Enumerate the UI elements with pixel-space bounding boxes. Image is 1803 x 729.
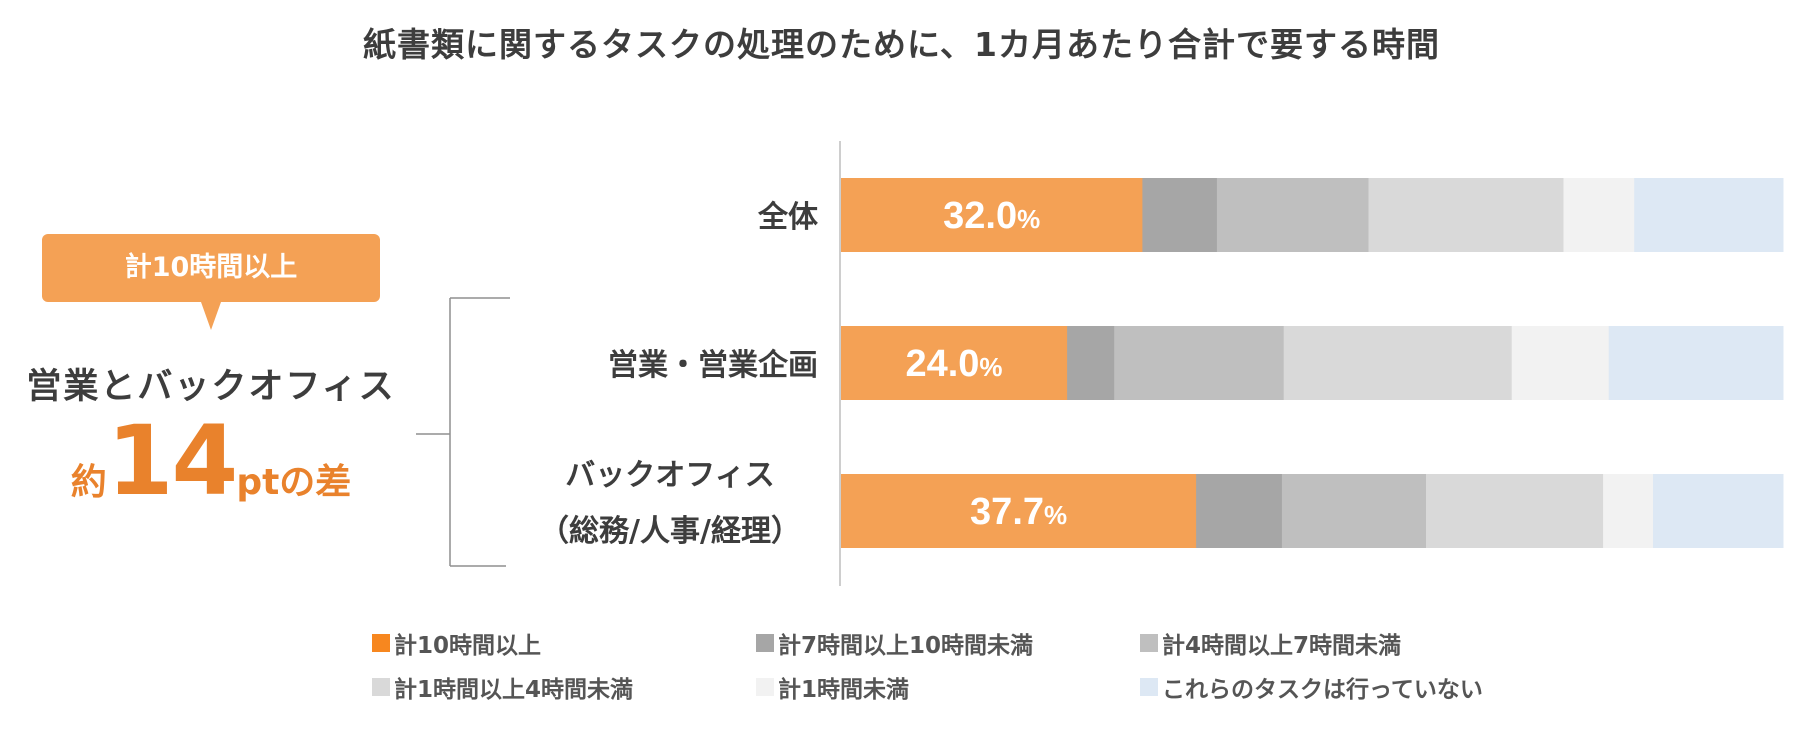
bar-segment-0-2 <box>1216 178 1370 252</box>
legend-swatch-3 <box>372 678 390 696</box>
bar-segment-1-0 <box>841 326 1068 400</box>
legend-swatch-0 <box>372 634 390 652</box>
legend-label-3: 計1時間以上4時間未満 <box>394 677 634 703</box>
bar-segment-0-4 <box>1563 178 1635 252</box>
bar-segment-2-4 <box>1603 474 1654 548</box>
bar-segment-0-3 <box>1368 178 1564 252</box>
comparison-group-label: 営業とバックオフィス <box>26 367 396 407</box>
legend-swatch-5 <box>1140 678 1158 696</box>
bar-segment-0-0 <box>841 178 1143 252</box>
legend-swatch-2 <box>1140 634 1158 652</box>
bar-segment-0-5 <box>1634 178 1784 252</box>
diff-unit: ptの差 <box>236 462 352 503</box>
category-label-backoffice-line2: （総務/人事/経理） <box>539 514 801 549</box>
legend-label-0: 計10時間以上 <box>394 633 542 659</box>
diff-prefix: 約 <box>70 462 107 503</box>
bar-segment-1-4 <box>1511 326 1610 400</box>
category-label-backoffice: バックオフィス （総務/人事/経理） <box>520 448 820 560</box>
bar-segment-2-0 <box>841 474 1197 548</box>
callout-box: 計10時間以上 <box>42 234 380 302</box>
legend-label-5: これらのタスクは行っていない <box>1162 677 1483 703</box>
group-bracket <box>416 297 510 567</box>
legend-label-1: 計7時間以上10時間未満 <box>778 633 1034 659</box>
legend-swatch-4 <box>756 678 774 696</box>
difference-annotation: 約14ptの差 <box>0 405 422 517</box>
category-label-backoffice-line1: バックオフィス <box>565 458 775 493</box>
data-label-0: 32.0% <box>943 195 1040 237</box>
legend-swatch-1 <box>756 634 774 652</box>
bar-segment-1-1 <box>1067 326 1115 400</box>
data-label-2: 37.7% <box>970 491 1067 533</box>
category-label-all: 全体 <box>758 200 818 235</box>
legend-label-4: 計1時間未満 <box>778 677 910 703</box>
legend-item-4: 計1時間未満 <box>756 670 909 704</box>
diff-value: 14 <box>106 405 239 517</box>
category-label-sales: 営業・営業企画 <box>608 348 818 383</box>
bar-segment-1-2 <box>1114 326 1285 400</box>
bar-segment-0-1 <box>1142 178 1218 252</box>
legend-label-2: 計4時間以上7時間未満 <box>1162 633 1402 659</box>
legend-item-2: 計4時間以上7時間未満 <box>1140 626 1401 660</box>
legend-item-5: これらのタスクは行っていない <box>1140 670 1483 704</box>
bar-segment-2-2 <box>1281 474 1427 548</box>
bar-segment-2-5 <box>1653 474 1784 548</box>
legend-item-1: 計7時間以上10時間未満 <box>756 626 1033 660</box>
legend-item-3: 計1時間以上4時間未満 <box>372 670 633 704</box>
bar-segment-1-3 <box>1283 326 1513 400</box>
legend-item-0: 計10時間以上 <box>372 626 541 660</box>
bar-segment-2-3 <box>1426 474 1604 548</box>
bar-segment-2-1 <box>1196 474 1283 548</box>
bar-segment-1-5 <box>1608 326 1784 400</box>
callout-tail <box>201 302 221 330</box>
chart-title: 紙書類に関するタスクの処理のために、1カ月あたり合計で要する時間 <box>363 25 1440 64</box>
data-label-1: 24.0% <box>905 343 1002 385</box>
